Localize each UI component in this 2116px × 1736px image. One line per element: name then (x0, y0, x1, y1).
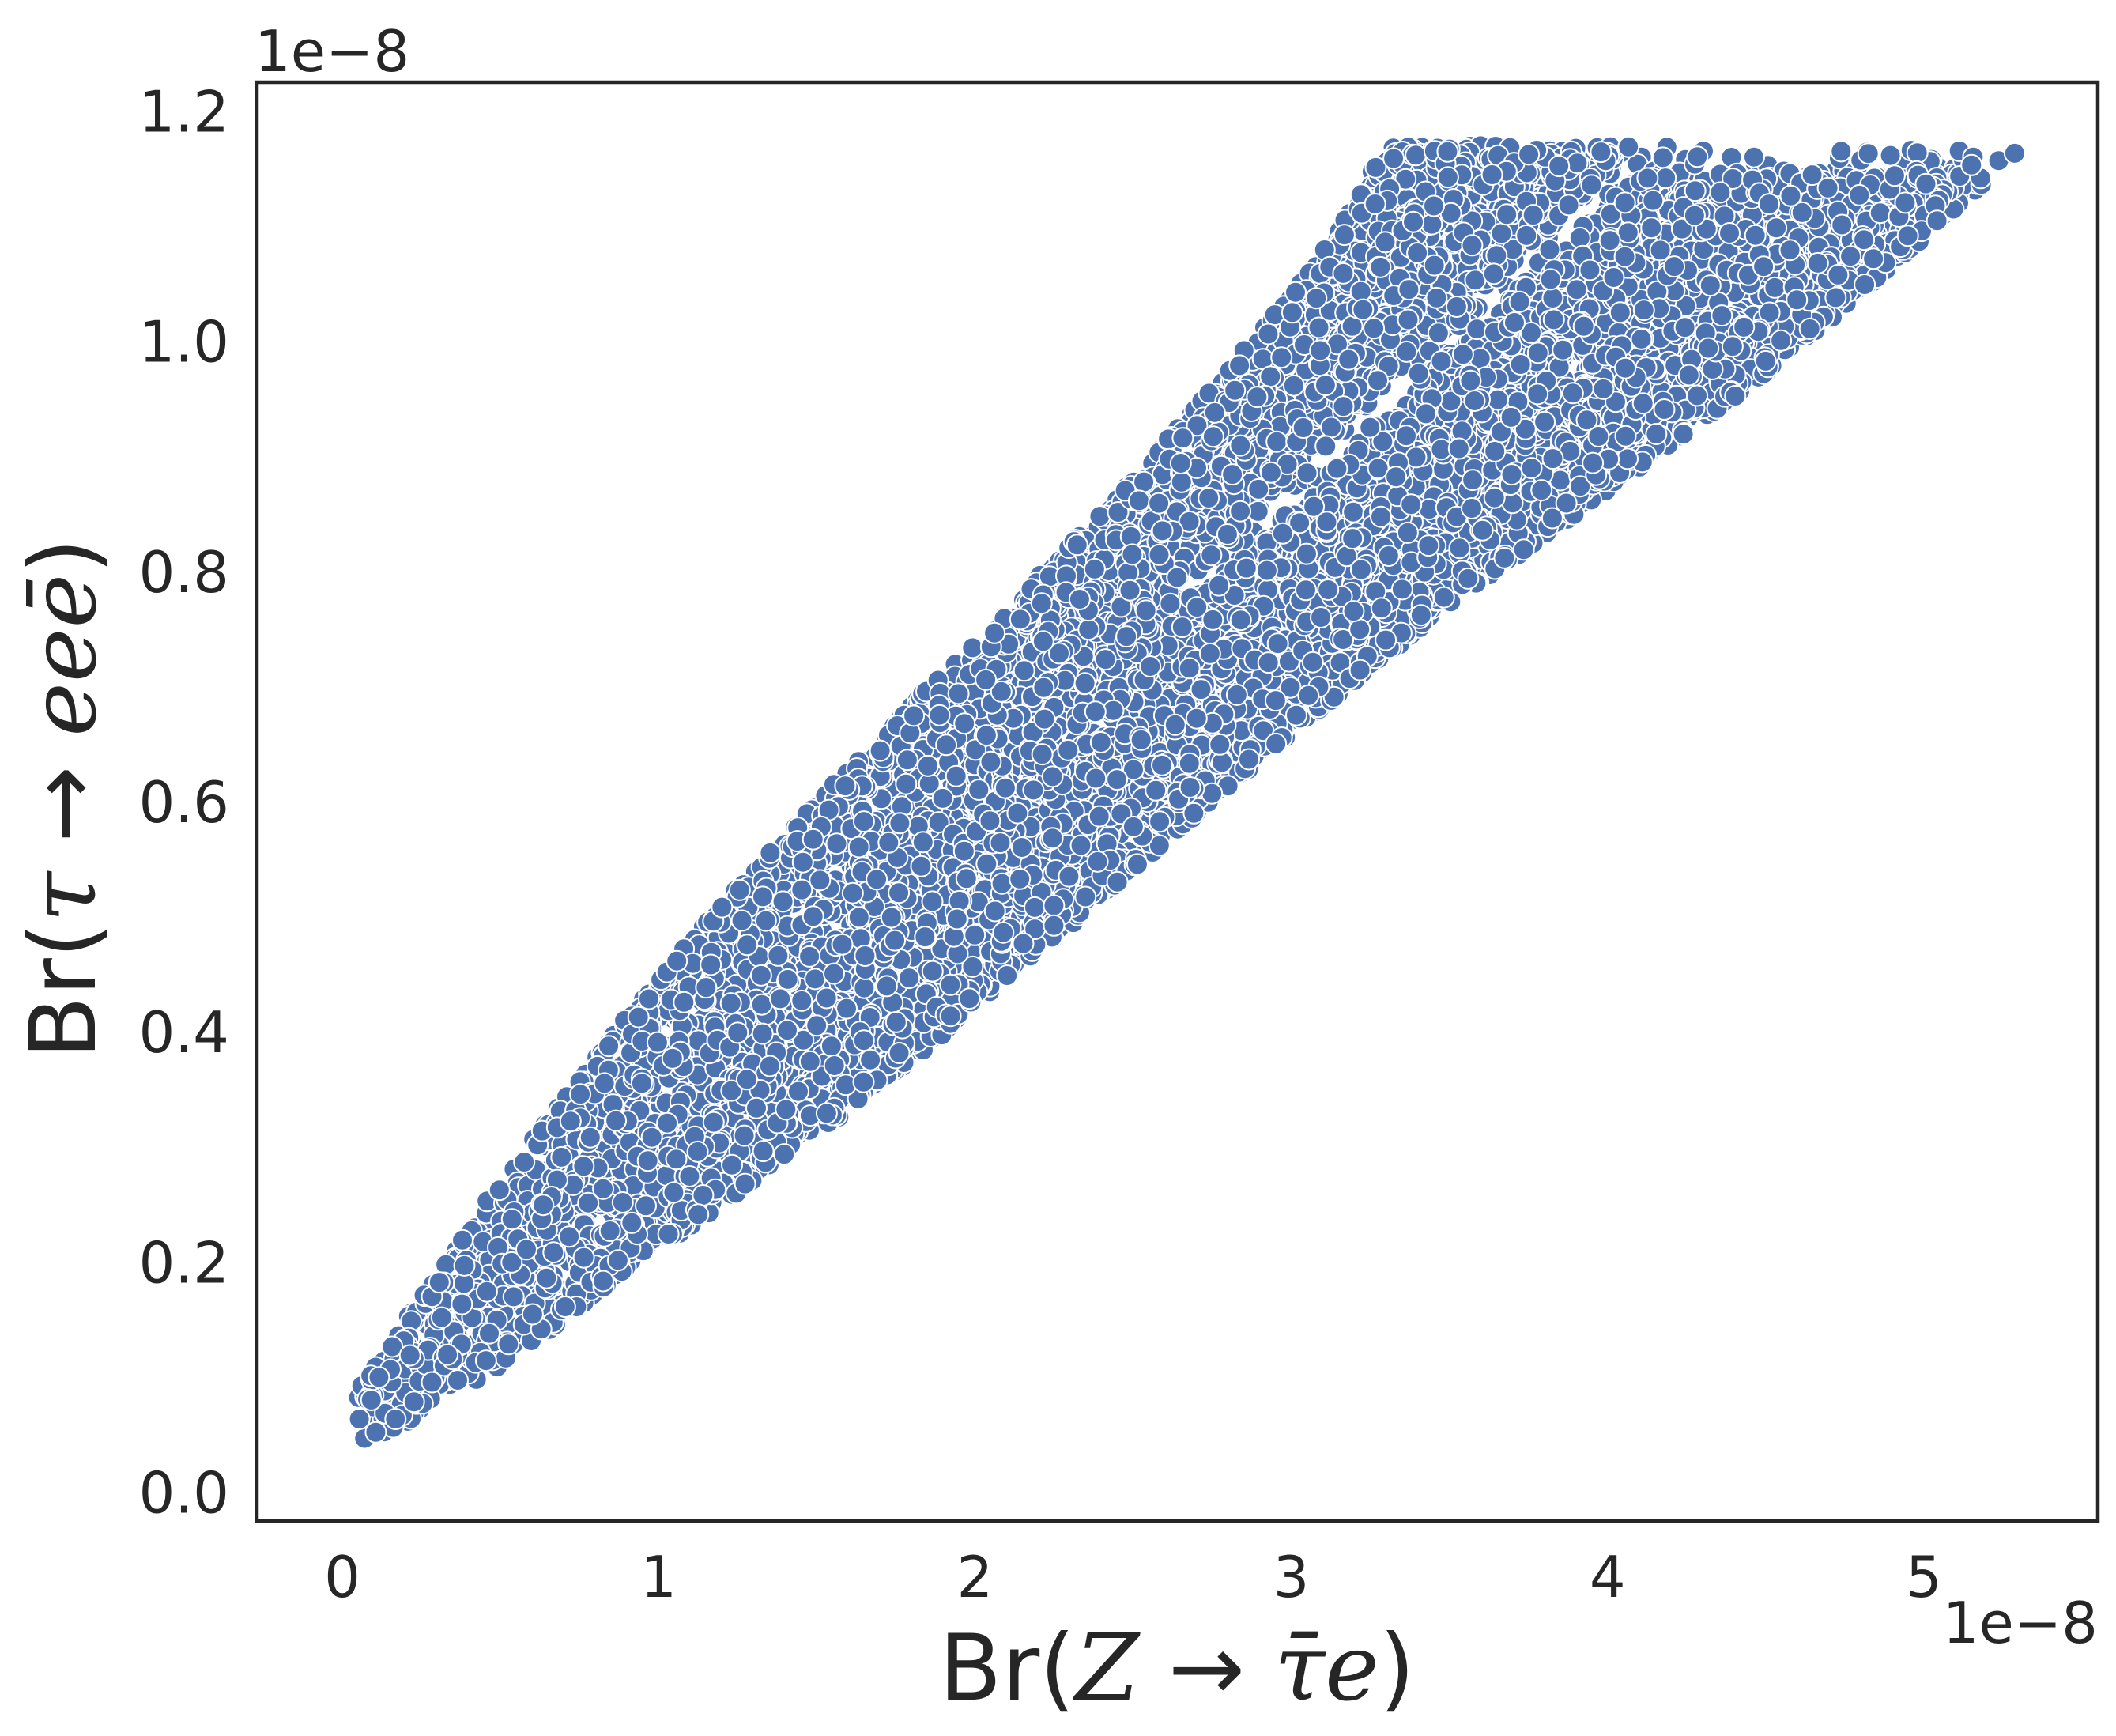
scatter-point (1879, 144, 1902, 167)
scatter-points (347, 134, 2026, 1450)
